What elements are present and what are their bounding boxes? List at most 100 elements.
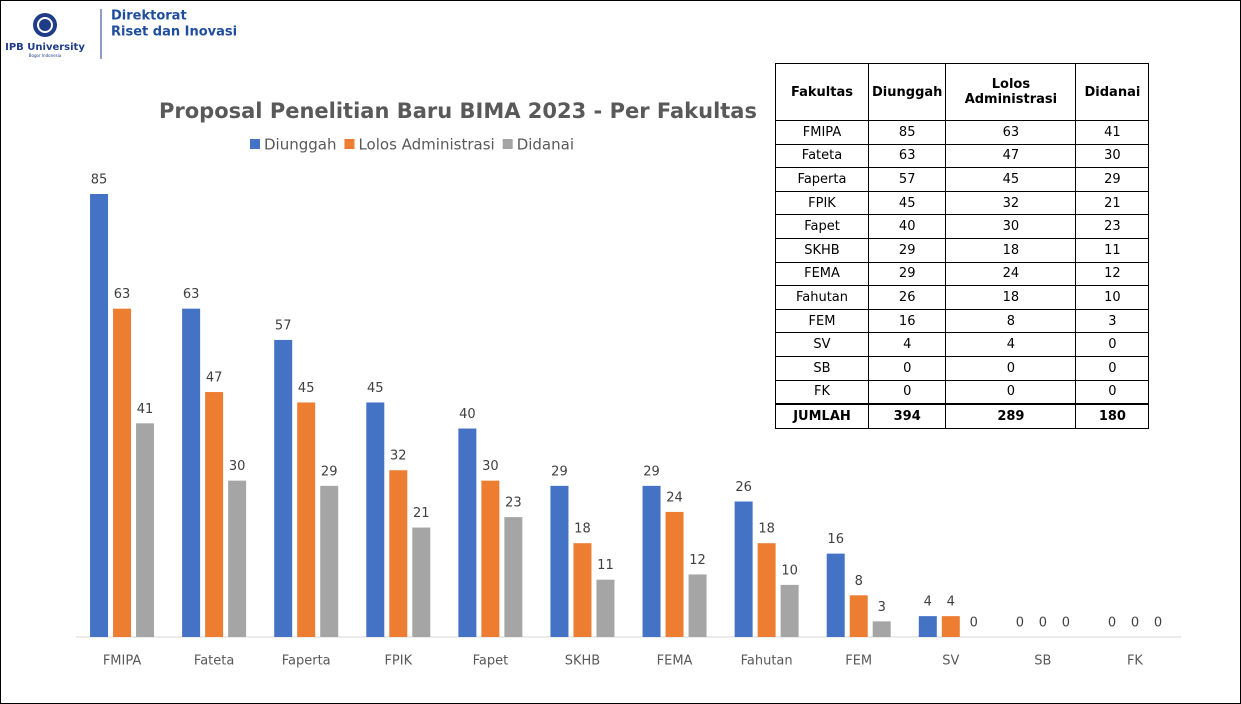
bar — [872, 621, 891, 637]
bar — [780, 584, 799, 637]
table-cell: FMIPA — [775, 120, 869, 145]
data-label: 3 — [878, 600, 886, 615]
table-row: FEMA 29 24 12 — [775, 261, 1150, 287]
bar — [757, 543, 776, 637]
data-label: 4 — [947, 595, 955, 610]
table-cell: 21 — [1075, 190, 1150, 216]
table-cell: 32 — [945, 190, 1077, 216]
table-cell: 24 — [945, 261, 1077, 287]
bar — [228, 480, 247, 637]
x-tick-label: Fahutan — [741, 654, 793, 669]
table-cell: 45 — [867, 190, 947, 216]
table-row: FPIK 45 32 21 — [775, 190, 1150, 216]
logo-sub: Bogor Indonesia — [29, 53, 62, 58]
table-cell: 0 — [1075, 332, 1150, 357]
bar — [320, 485, 339, 637]
table-cell: 0 — [1075, 379, 1150, 405]
table-cell: 85 — [867, 120, 947, 145]
table-row: SB 0 0 0 — [775, 355, 1150, 381]
data-label: 21 — [413, 506, 430, 521]
table-row: SV 4 4 0 — [775, 332, 1150, 357]
bar — [642, 485, 661, 637]
bar — [297, 402, 316, 637]
bar — [504, 517, 523, 637]
data-label: 16 — [827, 532, 844, 547]
bar — [182, 308, 201, 637]
table-cell: 63 — [867, 143, 947, 169]
data-label: 30 — [229, 459, 246, 474]
table-cell: 45 — [945, 167, 1077, 192]
legend-swatch — [502, 139, 513, 149]
table-row: FK 0 0 0 — [775, 379, 1150, 405]
x-tick-label: SV — [942, 654, 959, 669]
table-total-cell: 180 — [1075, 403, 1150, 429]
table-cell: 10 — [1075, 285, 1150, 310]
table-cell: 16 — [867, 308, 947, 334]
table-cell: 29 — [1075, 167, 1150, 192]
x-tick-label: FK — [1127, 654, 1143, 669]
data-label: 0 — [970, 616, 978, 631]
x-tick-label: Faperta — [282, 654, 331, 669]
legend-swatch — [344, 139, 355, 149]
data-label: 8 — [855, 574, 863, 589]
x-tick-label: SB — [1034, 654, 1051, 669]
bar — [665, 511, 684, 637]
table-cell: 29 — [867, 237, 947, 263]
data-label: 4 — [924, 595, 932, 610]
table-cell: 30 — [1075, 143, 1150, 169]
data-label: 29 — [643, 464, 660, 479]
table-cell: 23 — [1075, 214, 1150, 239]
data-label: 40 — [459, 407, 476, 422]
data-label: 63 — [114, 287, 131, 302]
table-cell: SB — [775, 355, 869, 381]
table-cell: FPIK — [775, 190, 869, 216]
header-line2: Riset dan Inovasi — [111, 25, 237, 40]
bar — [941, 616, 960, 637]
table-cell: Fahutan — [775, 285, 869, 310]
table-cell: 0 — [945, 355, 1077, 381]
logo-name: IPB University — [5, 42, 85, 53]
bar — [734, 501, 753, 637]
data-label: 47 — [206, 371, 223, 386]
table-cell: 4 — [867, 332, 947, 357]
data-label: 0 — [1062, 616, 1070, 631]
x-tick-label: FPIK — [384, 654, 412, 669]
bar — [389, 470, 408, 637]
x-tick-label: FEMA — [657, 654, 693, 669]
data-label: 29 — [551, 464, 568, 479]
table-cell: FEMA — [775, 261, 869, 287]
data-label: 0 — [1108, 616, 1116, 631]
table-total-row: JUMLAH 394 289 180 — [775, 403, 1150, 429]
table-row: Fahutan 26 18 10 — [775, 285, 1150, 310]
data-label: 10 — [781, 563, 798, 578]
table-cell: 29 — [867, 261, 947, 287]
table-cell: 4 — [945, 332, 1077, 357]
x-tick-label: FMIPA — [103, 654, 142, 669]
table-cell: Fapet — [775, 214, 869, 239]
bar — [412, 527, 431, 637]
table-cell: Faperta — [775, 167, 869, 192]
table-cell: 57 — [867, 167, 947, 192]
table-cell: 8 — [945, 308, 1077, 334]
legend-label: Diunggah — [264, 136, 336, 154]
bar — [205, 392, 224, 637]
data-label: 26 — [735, 480, 752, 495]
table-cell: 11 — [1075, 237, 1150, 263]
data-label: 85 — [91, 173, 108, 188]
data-label: 45 — [298, 381, 315, 396]
data-label: 29 — [321, 464, 338, 479]
logo-icon-ring — [37, 17, 53, 33]
data-label: 18 — [758, 522, 775, 537]
column-header: Fakultas — [775, 63, 869, 121]
x-tick-label: Fateta — [194, 654, 234, 669]
data-label: 0 — [1039, 616, 1047, 631]
bar — [481, 480, 500, 637]
table-cell: 3 — [1075, 308, 1150, 334]
data-label: 12 — [689, 553, 706, 568]
column-header: Lolos Administrasi — [945, 63, 1077, 121]
table-row: SKHB 29 18 11 — [775, 237, 1150, 263]
x-tick-label: SKHB — [565, 654, 600, 669]
table-row: Fapet 40 30 23 — [775, 214, 1150, 239]
column-header: Diunggah — [867, 63, 947, 121]
